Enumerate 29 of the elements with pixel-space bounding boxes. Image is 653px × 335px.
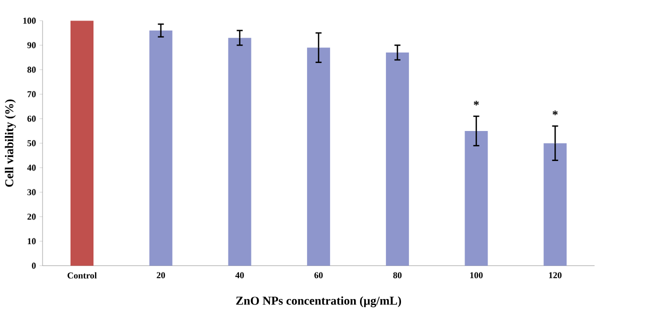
- x-tick-label: 40: [235, 272, 244, 278]
- y-tick-label: 60: [27, 116, 36, 122]
- bar: [70, 20, 94, 266]
- y-tick-label: 0: [32, 262, 36, 269]
- annotation: *: [474, 100, 479, 106]
- bar: [544, 143, 567, 266]
- x-tick-label: 80: [393, 272, 402, 278]
- y-tick-label: 20: [27, 214, 36, 220]
- x-axis-title: ZnO NPs concentration (µg/mL): [236, 296, 402, 308]
- bar: [386, 52, 409, 266]
- y-tick-label: 40: [27, 164, 36, 171]
- y-tick-label: 10: [28, 238, 36, 244]
- y-tick-label: 90: [27, 42, 36, 48]
- y-tick-label: 70: [28, 91, 36, 98]
- bar: [228, 38, 252, 266]
- y-tick-label: 50: [27, 140, 36, 146]
- x-tick-label: 100: [470, 272, 483, 278]
- bar: [307, 48, 330, 266]
- x-tick-label: 120: [549, 272, 562, 278]
- x-tick-label: 20: [156, 272, 165, 278]
- bar: [149, 30, 172, 266]
- y-tick-label: 80: [27, 66, 36, 73]
- y-tick-label: 30: [27, 189, 36, 196]
- x-tick-label: Control: [68, 272, 97, 279]
- bar: [464, 130, 488, 266]
- y-tick-label: 100: [23, 18, 36, 24]
- y-axis-title: Cell viability (%): [4, 100, 16, 187]
- annotation: *: [552, 110, 558, 116]
- x-tick-label: 60: [314, 272, 323, 278]
